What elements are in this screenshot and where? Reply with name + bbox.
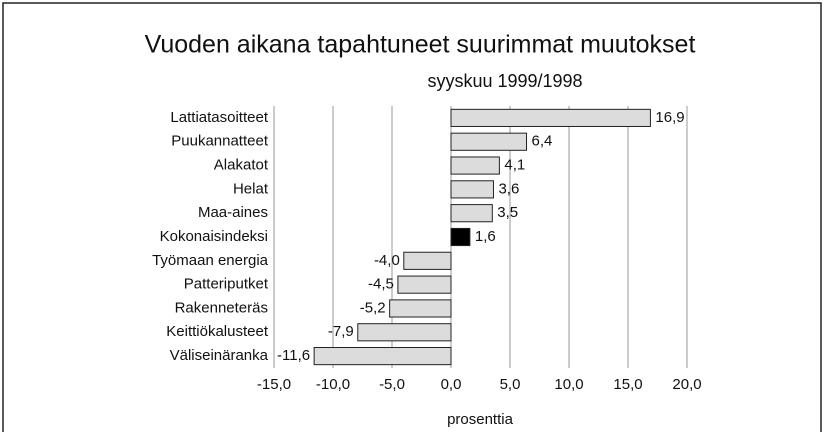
y-tick-label: Väliseinäranka [170, 347, 269, 364]
value-label: 4,1 [504, 157, 525, 174]
bar [397, 275, 452, 294]
bar [450, 132, 528, 151]
y-tick-label: Lattiatasoitteet [170, 109, 268, 126]
x-tick-label: 5,0 [500, 376, 521, 393]
bar [357, 323, 452, 342]
x-tick-label: -15,0 [257, 376, 291, 393]
bar [450, 227, 471, 247]
y-tick-label: Työmaan energia [152, 252, 269, 269]
x-axis-label: prosenttia [447, 411, 514, 428]
chart-subtitle: syyskuu 1999/1998 [427, 71, 582, 91]
y-tick-label: Puukannatteet [171, 133, 269, 150]
bar [403, 251, 452, 270]
value-label: -11,6 [277, 347, 310, 364]
x-tick-label: 20,0 [672, 376, 701, 393]
bar [313, 347, 452, 366]
y-tick-label: Keittiökalusteet [166, 323, 269, 340]
value-label: -7,9 [328, 323, 354, 340]
value-label: 16,9 [655, 109, 684, 126]
bar [450, 156, 500, 175]
x-tick-label: -10,0 [316, 376, 350, 393]
y-tick-label: Rakenneteräs [175, 299, 268, 316]
bar [450, 180, 494, 199]
value-label: -4,0 [374, 252, 400, 269]
chart-title: Vuoden aikana tapahtuneet suurimmat muut… [145, 31, 696, 59]
value-label: 6,4 [532, 133, 553, 150]
x-tick-label: -5,0 [379, 376, 405, 393]
bar [450, 108, 651, 127]
value-label: 3,5 [497, 204, 518, 221]
x-tick-label: 10,0 [554, 376, 583, 393]
y-tick-label: Patteriputket [184, 276, 269, 293]
y-tick-label: Alakatot [214, 157, 269, 174]
bar [389, 299, 452, 318]
y-tick-label: Kokonaisindeksi [160, 228, 268, 245]
y-tick-label: Maa-aines [198, 204, 268, 221]
value-label: 1,6 [475, 228, 496, 245]
x-tick-label: 15,0 [613, 376, 642, 393]
value-label: -5,2 [360, 299, 386, 316]
x-tick-label: 0,0 [441, 376, 462, 393]
value-label: 3,6 [498, 180, 519, 197]
value-label: -4,5 [368, 276, 394, 293]
bar [450, 204, 493, 223]
y-tick-label: Helat [233, 180, 269, 197]
